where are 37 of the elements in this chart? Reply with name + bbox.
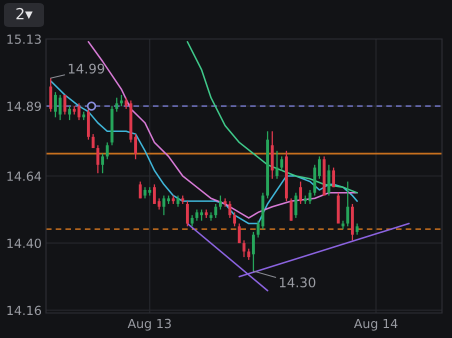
candlestick [92, 133, 95, 149]
candlestick [327, 164, 330, 196]
y-tick-label: 14.40 [7, 238, 42, 248]
candlestick [242, 240, 246, 258]
candlestick [63, 94, 66, 116]
candlestick [96, 144, 100, 174]
candlestick [101, 153, 104, 174]
candlestick [308, 189, 312, 205]
candlestick [332, 166, 336, 188]
x-tick-label: Aug 14 [354, 318, 398, 331]
candlestick [290, 198, 293, 222]
candlestick [252, 231, 255, 272]
candlestick [120, 94, 123, 107]
candlestick [318, 156, 321, 180]
candlestick [218, 194, 222, 210]
y-tick-label: 15.13 [7, 34, 41, 44]
candlestick [68, 105, 72, 121]
candlestick [356, 222, 359, 236]
candlestick [256, 220, 260, 238]
candlestick [78, 102, 80, 121]
candlestick [124, 97, 128, 110]
candlestick [190, 214, 194, 227]
candlestick [276, 150, 278, 180]
candlestick [176, 194, 180, 208]
candlestick [228, 200, 232, 219]
candlestick [294, 192, 298, 219]
y-tick-label: 14.64 [7, 171, 42, 181]
x-tick-label: Aug 13 [128, 318, 171, 331]
text: 2▾ [16, 8, 33, 20]
candlestick [233, 212, 236, 227]
annotation: 14.30 [280, 277, 316, 288]
candlestick [144, 186, 146, 199]
candlestick [299, 180, 302, 205]
candlestick [186, 200, 189, 227]
annotation: 14.99 [68, 64, 104, 74]
y-tick-label: 14.16 [7, 306, 42, 316]
y-tick-label: 14.89 [7, 102, 41, 112]
